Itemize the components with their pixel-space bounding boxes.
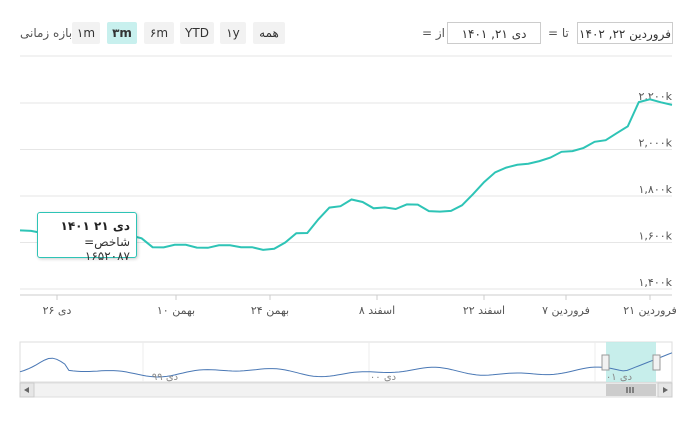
data-point[interactable] bbox=[614, 130, 620, 136]
y-tick-label: ۱,۸۰۰k bbox=[639, 183, 673, 196]
data-point[interactable] bbox=[315, 216, 321, 222]
navigator[interactable]: دی ۹۹ دی ۰۰ دی ۰۱ bbox=[19, 341, 673, 398]
data-point[interactable] bbox=[326, 205, 332, 211]
from-date-input[interactable]: دی ۲۱, ۱۴۰۱ bbox=[447, 22, 541, 44]
data-point[interactable] bbox=[150, 244, 156, 250]
tooltip-date: دی ۲۱ ۱۴۰۱ bbox=[60, 219, 130, 233]
data-point[interactable] bbox=[492, 169, 498, 175]
data-point[interactable] bbox=[437, 209, 443, 215]
data-point[interactable] bbox=[581, 145, 587, 151]
data-point[interactable] bbox=[205, 245, 211, 251]
toolbar: بازه زمانی ۱m ۳m ۶m YTD ۱y همه از = دی ۲… bbox=[0, 0, 693, 60]
x-axis-ticks: دی ۲۶ بهمن ۱۰ بهمن ۲۴ اسفند ۸ اسفند ۲۲ فروردی… bbox=[43, 295, 677, 317]
data-point[interactable] bbox=[293, 230, 299, 236]
data-point[interactable] bbox=[603, 137, 609, 143]
range-button-ytd[interactable]: YTD bbox=[180, 22, 214, 44]
scrollbar-track[interactable] bbox=[19, 382, 673, 398]
x-tick-label: دی ۲۶ bbox=[43, 304, 72, 317]
data-point[interactable] bbox=[161, 244, 167, 250]
data-point[interactable] bbox=[382, 204, 388, 210]
data-point[interactable] bbox=[404, 201, 410, 207]
chevron-right-icon bbox=[663, 387, 668, 393]
data-point[interactable] bbox=[536, 158, 542, 164]
navigator-line bbox=[19, 352, 673, 378]
data-point[interactable] bbox=[658, 99, 664, 105]
data-point[interactable] bbox=[558, 149, 564, 155]
data-point[interactable] bbox=[249, 244, 255, 250]
data-point[interactable] bbox=[172, 242, 178, 248]
data-point[interactable] bbox=[28, 228, 34, 234]
data-point[interactable] bbox=[216, 242, 222, 248]
navigator-label: دی ۹۹ bbox=[152, 372, 178, 383]
data-point[interactable] bbox=[570, 148, 576, 154]
data-point[interactable] bbox=[636, 99, 642, 105]
range-selector-label: بازه زمانی bbox=[20, 26, 73, 40]
tooltip-value-row: شاخص= ۱۶۵۲۰۸۷ bbox=[44, 235, 130, 263]
data-point[interactable] bbox=[669, 102, 675, 108]
x-tick-label: فروردین ۲۱ bbox=[623, 304, 677, 317]
data-point[interactable] bbox=[17, 227, 23, 233]
data-point[interactable] bbox=[227, 242, 233, 248]
x-tick-label: اسفند ۸ bbox=[359, 304, 395, 317]
data-point[interactable] bbox=[349, 196, 355, 202]
y-tick-label: ۱,۶۰۰k bbox=[639, 230, 673, 243]
tooltip-label: شاخص= bbox=[84, 235, 130, 249]
to-date-input[interactable]: فروردین ۲۲, ۱۴۰۲ bbox=[577, 22, 673, 44]
data-point[interactable] bbox=[194, 245, 200, 251]
data-point[interactable] bbox=[371, 205, 377, 211]
data-point[interactable] bbox=[647, 96, 653, 102]
data-point[interactable] bbox=[183, 242, 189, 248]
data-point[interactable] bbox=[503, 165, 509, 171]
navigator-handle-right[interactable] bbox=[652, 354, 661, 371]
data-point[interactable] bbox=[448, 208, 454, 214]
chevron-left-icon bbox=[24, 387, 29, 393]
data-point[interactable] bbox=[525, 161, 531, 167]
data-point[interactable] bbox=[282, 240, 288, 246]
navigator-label: دی ۰۰ bbox=[370, 372, 396, 383]
range-button-all[interactable]: همه bbox=[253, 22, 285, 44]
navigator-frame bbox=[19, 341, 673, 383]
data-point[interactable] bbox=[625, 123, 631, 129]
data-point[interactable] bbox=[470, 191, 476, 197]
data-point[interactable] bbox=[592, 139, 598, 145]
navigator-label: دی ۰۱ bbox=[606, 372, 632, 383]
data-point[interactable] bbox=[426, 208, 432, 214]
range-button-1y[interactable]: ۱y bbox=[220, 22, 246, 44]
x-tick-label: اسفند ۲۲ bbox=[463, 304, 505, 317]
scrollbar-thumb[interactable] bbox=[606, 384, 656, 396]
navigator-handle-left[interactable] bbox=[601, 354, 610, 371]
tooltip-value: ۱۶۵۲۰۸۷ bbox=[84, 249, 130, 263]
tooltip: دی ۲۱ ۱۴۰۱ شاخص= ۱۶۵۲۰۸۷ bbox=[37, 212, 137, 263]
range-button-3m[interactable]: ۳m bbox=[107, 22, 137, 44]
data-point[interactable] bbox=[547, 155, 553, 161]
y-tick-label: ۲,۰۰۰k bbox=[639, 137, 673, 150]
range-button-1m[interactable]: ۱m bbox=[72, 22, 100, 44]
data-point[interactable] bbox=[337, 203, 343, 209]
x-tick-label: بهمن ۱۰ bbox=[157, 304, 195, 317]
data-point[interactable] bbox=[260, 247, 266, 253]
data-point[interactable] bbox=[415, 202, 421, 208]
data-point[interactable] bbox=[514, 162, 520, 168]
to-label: تا = bbox=[548, 26, 569, 40]
data-point[interactable] bbox=[304, 230, 310, 236]
data-point[interactable] bbox=[393, 206, 399, 212]
from-label: از = bbox=[422, 26, 445, 40]
data-point[interactable] bbox=[271, 246, 277, 252]
y-tick-label: ۱,۴۰۰k bbox=[639, 276, 673, 289]
x-tick-label: بهمن ۲۴ bbox=[251, 304, 289, 317]
data-point[interactable] bbox=[238, 244, 244, 250]
range-button-6m[interactable]: ۶m bbox=[144, 22, 174, 44]
x-tick-label: فروردین ۷ bbox=[542, 304, 590, 317]
data-point[interactable] bbox=[459, 202, 465, 208]
grid-lines bbox=[20, 55, 672, 296]
data-point[interactable] bbox=[139, 235, 145, 241]
data-point[interactable] bbox=[481, 179, 487, 185]
data-point[interactable] bbox=[360, 199, 366, 205]
